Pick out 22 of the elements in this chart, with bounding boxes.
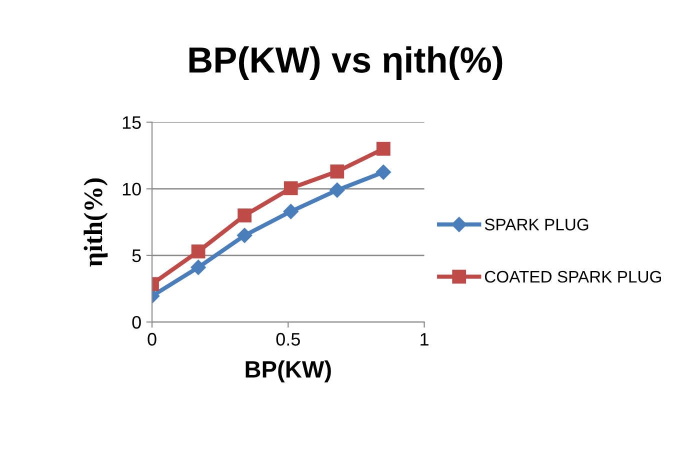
chart-title: BP(KW) vs ηith(%) (189, 46, 502, 80)
legend-label: COATED SPARK PLUG (484, 270, 662, 283)
x-tick-label: 0 (148, 332, 156, 346)
x-tick-label: 0.5 (276, 332, 300, 346)
point (330, 164, 344, 178)
y-tick-label: 10 (122, 182, 141, 196)
point (190, 260, 206, 275)
y-tick-label: 0 (132, 316, 141, 329)
point (191, 244, 206, 258)
point (238, 208, 252, 222)
point (237, 228, 252, 244)
legend-label: SPARK PLUG (484, 218, 588, 230)
y-tick-label: 5 (132, 250, 141, 262)
point (376, 142, 390, 156)
y-tick-label: 15 (122, 116, 141, 129)
x-axis-title: BP(KW) (246, 360, 331, 382)
x-tick-label: 1 (420, 333, 428, 346)
point (284, 181, 298, 196)
point (376, 164, 392, 180)
y-axis-title: ηith(%) (84, 178, 108, 267)
point (283, 204, 298, 220)
point (330, 182, 345, 198)
